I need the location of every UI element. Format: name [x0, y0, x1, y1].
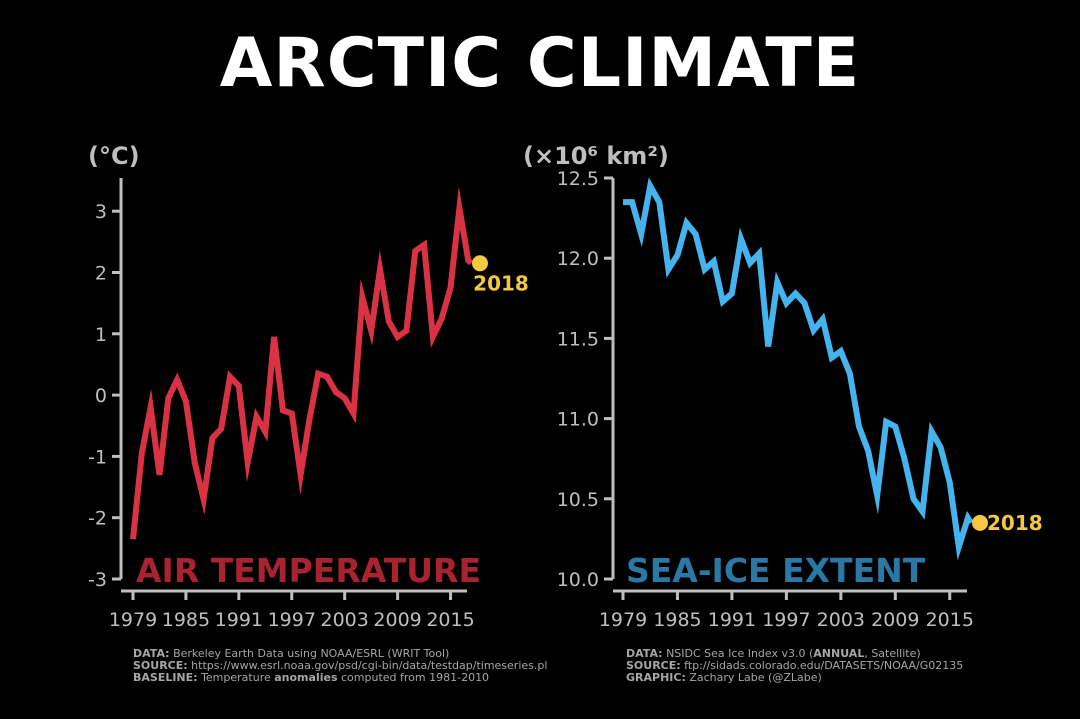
credit-key: DATA: [133, 647, 170, 660]
y-tick-label: -1 [88, 446, 107, 468]
series-label: AIR TEMPERATURE [136, 551, 481, 590]
credits-left: DATA: Berkeley Earth Data using NOAA/ESR… [133, 648, 547, 684]
series-line [623, 177, 974, 561]
x-tick-label: 1997 [268, 609, 316, 631]
x-tick-label: 2009 [373, 609, 421, 631]
credit-key: SOURCE: [133, 659, 188, 672]
x-tick-label: 1985 [162, 609, 210, 631]
credit-line-source: SOURCE: https://www.esrl.noaa.gov/psd/cg… [133, 660, 547, 672]
y-tick-label: 1 [95, 324, 107, 346]
point-2018-marker [472, 255, 488, 272]
series-label: SEA-ICE EXTENT [626, 551, 926, 590]
x-tick-label: 1979 [599, 609, 647, 631]
x-tick-label: 2009 [871, 609, 919, 631]
annotation-2018: 2018 [987, 511, 1043, 535]
credit-line-baseline: BASELINE: Temperature anomalies computed… [133, 672, 547, 684]
y-tick-label: 11.5 [557, 328, 599, 350]
credit-key: SOURCE: [626, 659, 681, 672]
x-tick-label: 2015 [926, 609, 974, 631]
x-tick-label: 2015 [426, 609, 474, 631]
y-tick-label: 0 [95, 385, 107, 407]
unit-label: (°C) [88, 142, 140, 170]
y-tick-label: 12.5 [557, 168, 599, 190]
y-tick-label: -3 [88, 569, 107, 591]
credit-value: Berkeley Earth Data using NOAA/ESRL (WRI… [173, 647, 450, 660]
point-2018-marker [972, 514, 988, 531]
credit-key: BASELINE: [133, 671, 198, 684]
credit-line-data: DATA: NSIDC Sea Ice Index v3.0 (ANNUAL, … [626, 648, 963, 660]
series-line [130, 186, 474, 540]
x-tick-label: 2003 [321, 609, 369, 631]
y-tick-label: 11.0 [557, 409, 599, 431]
annotation-2018: 2018 [473, 271, 529, 295]
y-tick-label: 3 [95, 201, 107, 223]
y-tick-label: 12.0 [557, 248, 599, 270]
credit-emphasis: anomalies [274, 671, 338, 684]
credit-value: ftp://sidads.colorado.edu/DATASETS/NOAA/… [684, 659, 964, 672]
x-tick-label: 1985 [653, 609, 701, 631]
credit-value: computed from 1981-2010 [341, 671, 490, 684]
credit-line-source: SOURCE: ftp://sidads.colorado.edu/DATASE… [626, 660, 963, 672]
y-tick-label: -2 [88, 508, 107, 530]
credit-key: DATA: [626, 647, 663, 660]
credit-line-graphic: GRAPHIC: Zachary Labe (@ZLabe) [626, 672, 963, 684]
x-tick-label: 1991 [215, 609, 263, 631]
credit-value: Temperature [201, 671, 271, 684]
main-title: ARCTIC CLIMATE [219, 24, 861, 103]
unit-label: (×10⁶ km²) [523, 142, 669, 170]
credit-value: , Satellite) [864, 647, 921, 660]
credit-key: GRAPHIC: [626, 671, 686, 684]
credit-value: Zachary Labe (@ZLabe) [689, 671, 822, 684]
x-tick-label: 1997 [762, 609, 810, 631]
credit-emphasis: ANNUAL [813, 647, 865, 660]
x-tick-label: 1979 [109, 609, 157, 631]
y-tick-label: 10.5 [557, 489, 599, 511]
credit-value: NSIDC Sea Ice Index v3.0 ( [666, 647, 814, 660]
y-tick-label: 10.0 [557, 569, 599, 591]
credit-value: https://www.esrl.noaa.gov/psd/cgi-bin/da… [191, 659, 548, 672]
air-temperature-chart: -3 -2 -1 0 1 2 3 1979 1985 1991 1997 2003 2009 2015 (°… [88, 142, 529, 631]
x-tick-label: 1991 [708, 609, 756, 631]
x-tick-label: 2003 [817, 609, 865, 631]
credits-right: DATA: NSIDC Sea Ice Index v3.0 (ANNUAL, … [626, 648, 963, 684]
credit-line-data: DATA: Berkeley Earth Data using NOAA/ESR… [133, 648, 547, 660]
y-tick-label: 2 [95, 263, 107, 285]
sea-ice-extent-chart: 10.0 10.5 11.0 11.5 12.0 12.5 1979 1985 1991 1997… [523, 142, 1043, 631]
